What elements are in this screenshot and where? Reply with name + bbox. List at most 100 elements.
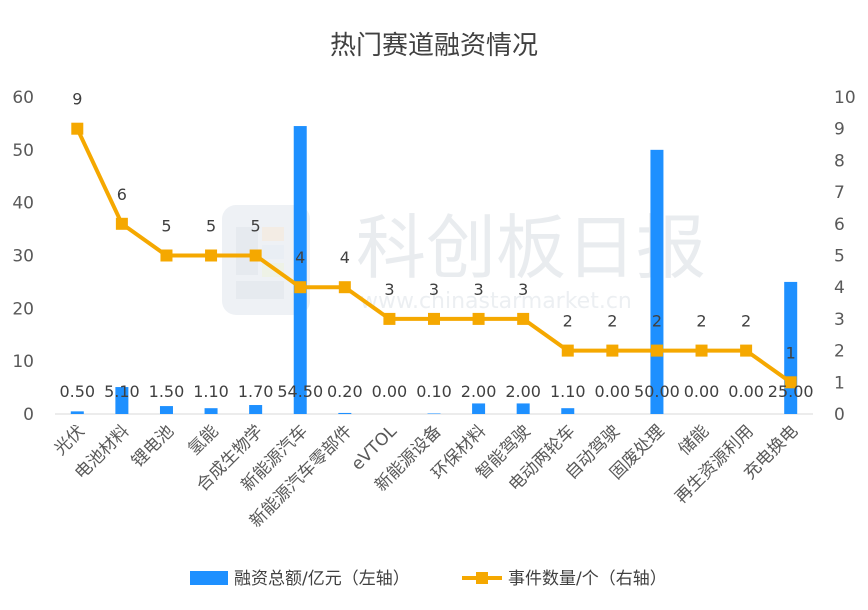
y-left-tick-label: 50 bbox=[12, 141, 34, 161]
bar-value-label: 0.50 bbox=[59, 382, 95, 401]
bar bbox=[70, 411, 84, 414]
x-tick-label: 氢能 bbox=[184, 421, 222, 459]
bar-value-label: 5.10 bbox=[104, 382, 140, 401]
kechuang-logo-icon bbox=[222, 205, 310, 315]
line-value-label: 4 bbox=[295, 248, 305, 267]
line-series bbox=[71, 122, 797, 389]
y-left-tick-label: 0 bbox=[23, 405, 34, 425]
bar-value-label: 1.10 bbox=[550, 382, 586, 401]
bar-value-label: 54.50 bbox=[277, 382, 323, 401]
bar bbox=[115, 387, 129, 414]
line-value-label: 3 bbox=[384, 280, 394, 299]
bar-value-label: 25.00 bbox=[768, 382, 814, 401]
line-value-label: 4 bbox=[340, 248, 350, 267]
chart-title: 热门赛道融资情况 bbox=[330, 31, 538, 61]
line-point bbox=[517, 312, 530, 325]
y-left-tick-label: 30 bbox=[12, 247, 34, 267]
line-point bbox=[71, 122, 84, 135]
line-value-label: 2 bbox=[696, 312, 706, 331]
line-value-label: 5 bbox=[161, 217, 171, 236]
bar-value-label: 2.00 bbox=[461, 382, 497, 401]
bar-value-label: 0.00 bbox=[372, 382, 408, 401]
bar bbox=[159, 406, 173, 414]
bar bbox=[516, 403, 530, 414]
line-point bbox=[115, 217, 128, 230]
legend-bar-swatch bbox=[190, 571, 228, 585]
x-tick-label: 储能 bbox=[675, 421, 713, 459]
line-point bbox=[472, 312, 485, 325]
x-tick-label: 光伏 bbox=[51, 421, 89, 459]
bar-value-label: 2.00 bbox=[505, 382, 541, 401]
line-value-label: 3 bbox=[473, 280, 483, 299]
line-point bbox=[740, 344, 753, 357]
y-right-tick-label: 3 bbox=[834, 310, 845, 330]
y-right-tick-label: 8 bbox=[834, 151, 845, 171]
line-value-label: 2 bbox=[652, 312, 662, 331]
line-point bbox=[383, 312, 396, 325]
watermark-site: www.chinastarmarket.cn bbox=[360, 289, 632, 314]
line-value-label: 2 bbox=[741, 312, 751, 331]
y-left-tick-label: 40 bbox=[12, 194, 34, 214]
line-value-label: 5 bbox=[206, 217, 216, 236]
bar bbox=[204, 408, 218, 414]
line-value-label: 2 bbox=[607, 312, 617, 331]
bar bbox=[338, 412, 352, 414]
x-tick-label: 锂电池 bbox=[128, 421, 178, 471]
line-value-label: 3 bbox=[518, 280, 528, 299]
line-point bbox=[249, 249, 262, 262]
y-right-tick-label: 6 bbox=[834, 215, 845, 235]
y-right-tick-label: 10 bbox=[834, 88, 856, 108]
y-right-tick-label: 7 bbox=[834, 183, 845, 203]
y-right-tick-label: 5 bbox=[834, 247, 845, 267]
bar-value-label: 0.00 bbox=[684, 382, 720, 401]
data-labels: 0.50 5.10 1.50 1.10 1.70 54.50 0.20 0.00 0.10 2.0… bbox=[59, 90, 813, 401]
line-point bbox=[205, 249, 218, 262]
bar-value-label: 0.10 bbox=[416, 382, 452, 401]
line-point bbox=[561, 344, 574, 357]
y-right-tick-label: 2 bbox=[834, 342, 845, 362]
line-point bbox=[650, 344, 663, 357]
y-left-tick-label: 60 bbox=[12, 88, 34, 108]
line-point bbox=[160, 249, 173, 262]
line-value-label: 9 bbox=[72, 90, 82, 109]
legend-line-marker bbox=[476, 572, 488, 584]
y-right-tick-label: 9 bbox=[834, 120, 845, 140]
line-value-label: 5 bbox=[251, 217, 261, 236]
bar-value-label: 1.10 bbox=[193, 382, 229, 401]
bar-value-label: 50.00 bbox=[634, 382, 680, 401]
y-right-tick-label: 0 bbox=[834, 405, 845, 425]
line-point bbox=[294, 281, 307, 294]
bar-value-label: 0.00 bbox=[728, 382, 764, 401]
line-point bbox=[428, 312, 440, 325]
bar-value-label: 1.70 bbox=[238, 382, 274, 401]
line-point bbox=[695, 344, 708, 357]
y-left-tick-label: 20 bbox=[12, 299, 34, 319]
line-point bbox=[606, 344, 619, 357]
bar bbox=[249, 405, 263, 414]
y-left-tick-label: 10 bbox=[12, 352, 34, 372]
legend: 融资总额/亿元（左轴） 事件数量/个（右轴） bbox=[190, 569, 667, 589]
bar-value-label: 0.00 bbox=[595, 382, 631, 401]
line-value-label: 1 bbox=[786, 343, 796, 362]
watermark-brand: 科创板日报 bbox=[356, 207, 706, 289]
line-value-label: 3 bbox=[429, 280, 439, 299]
legend-line-label: 事件数量/个（右轴） bbox=[508, 569, 667, 589]
watermark: 科创板日报 www.chinastarmarket.cn bbox=[222, 205, 706, 315]
bar bbox=[427, 413, 441, 414]
bar bbox=[650, 149, 664, 415]
line-point bbox=[784, 376, 797, 389]
y-right-tick-label: 1 bbox=[834, 373, 845, 393]
bar-value-label: 1.50 bbox=[149, 382, 185, 401]
y-right-tick-label: 4 bbox=[834, 278, 845, 298]
line-value-label: 2 bbox=[563, 312, 573, 331]
bar bbox=[293, 126, 307, 414]
line-point bbox=[338, 281, 351, 294]
line-value-label: 6 bbox=[117, 185, 127, 204]
legend-bar-label: 融资总额/亿元（左轴） bbox=[234, 569, 410, 589]
bar-value-label: 0.20 bbox=[327, 382, 363, 401]
bar bbox=[561, 408, 575, 414]
bar bbox=[472, 403, 486, 414]
